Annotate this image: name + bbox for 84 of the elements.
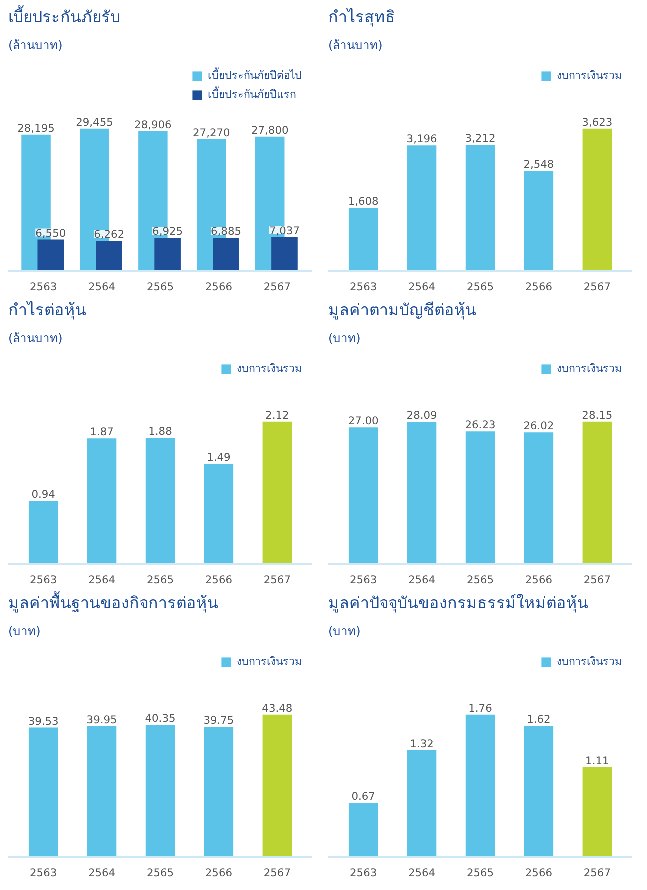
x-tick-label: 2564 [88,280,116,294]
data-label: 1.62 [527,713,551,726]
x-tick-label: 2564 [408,574,436,586]
x-tick-label: 2564 [88,866,116,880]
legend-label: งบการเงินรวม [557,361,622,377]
data-label: 1.49 [207,451,232,464]
data-label: 39.53 [28,714,59,728]
data-label: 27.00 [348,414,380,428]
data-label: 26.23 [465,418,496,432]
x-tick-label: 2565 [466,866,494,880]
chart-title: กำไรสุทธิ [328,8,396,28]
x-tick-label: 2567 [264,866,291,880]
x-tick-label: 2566 [205,866,233,880]
x-tick-label: 2565 [146,574,174,586]
data-label: 3,623 [582,116,613,129]
x-tick-label: 2566 [525,866,553,880]
chart-title: เบี้ยประกันภัยรับ [8,6,120,26]
x-tick-label: 2564 [408,866,436,880]
data-label: 7,037 [269,224,300,238]
chart-subtitle: (บาท) [8,624,41,638]
x-tick-label: 2563 [350,280,378,294]
x-tick-label: 2563 [350,866,378,880]
legend-label: งบการเงินรวม [557,68,622,84]
legend-label: งบการเงินรวม [557,654,622,670]
data-label: 1.87 [90,426,114,439]
x-tick-label: 2564 [408,280,436,294]
x-tick-label: 2567 [584,866,611,880]
data-label: 28,195 [18,122,55,135]
data-label: 3,196 [406,132,438,146]
chart-subtitle: (บาท) [328,624,361,638]
data-label: 3,212 [465,132,496,146]
legend-label: เบี้ยประกันภัยปีต่อไป [208,67,302,84]
data-label: 26.02 [524,420,554,433]
data-label: 2.12 [266,408,290,422]
chart-subtitle: (บาท) [328,332,361,346]
x-tick-label: 2563 [30,574,58,586]
x-tick-label: 2565 [466,574,494,586]
chart-subtitle: (ล้านบาท) [328,38,383,52]
x-tick-label: 2564 [88,574,116,586]
x-tick-label: 2566 [525,574,553,586]
data-label: 28,906 [134,118,172,132]
legend-label: งบการเงินรวม [237,654,302,670]
x-tick-label: 2563 [30,866,58,880]
legend-label: เบี้ยประกันภัยปีแรก [208,86,296,103]
data-label: 1.76 [468,702,493,715]
x-tick-label: 2563 [350,574,378,586]
data-label: 6,885 [211,225,242,238]
chart-title: มูลค่าพื้นฐานของกิจการต่อหุ้น [8,592,218,614]
x-tick-label: 2565 [466,280,494,294]
legend-label: งบการเงินรวม [237,361,302,377]
chart-subtitle: (ล้านบาท) [8,38,63,52]
data-label: 6,925 [152,224,184,238]
data-label: 27,270 [193,126,231,140]
x-tick-label: 2567 [584,574,611,586]
x-tick-label: 2567 [264,280,291,294]
data-label: 0.67 [352,790,376,804]
data-label: 43.48 [262,702,293,715]
data-label: 0.94 [32,488,56,502]
x-tick-label: 2565 [146,280,174,294]
data-label: 2,548 [524,158,554,172]
chart-title: มูลค่าตามบัญชีต่อหุ้น [328,300,476,320]
data-label: 1.32 [410,738,434,750]
data-label: 39.75 [204,714,234,728]
data-label: 40.35 [145,712,176,726]
x-tick-label: 2566 [205,574,233,586]
x-tick-label: 2566 [525,280,553,294]
x-tick-label: 2567 [584,280,611,294]
x-tick-label: 2566 [205,280,233,294]
data-label: 1.88 [148,424,173,438]
data-label: 29,455 [76,116,114,129]
data-label: 28.09 [406,409,438,422]
data-label: 39.95 [86,713,118,726]
chart-title: กำไรต่อหุ้น [8,300,86,320]
x-tick-label: 2567 [264,574,291,586]
x-tick-label: 2565 [146,866,174,880]
x-tick-label: 2563 [30,280,58,294]
chart-title: มูลค่าปัจจุบันของกรมธรรม์ใหม่ต่อหุ้น [328,594,588,614]
chart-subtitle: (ล้านบาท) [8,332,63,346]
data-label: 27,800 [251,124,289,137]
data-label: 1,608 [348,195,380,208]
data-label: 6,550 [36,226,66,240]
data-label: 28.15 [582,408,613,422]
data-label: 1.11 [586,754,610,768]
data-label: 6,262 [94,228,125,242]
